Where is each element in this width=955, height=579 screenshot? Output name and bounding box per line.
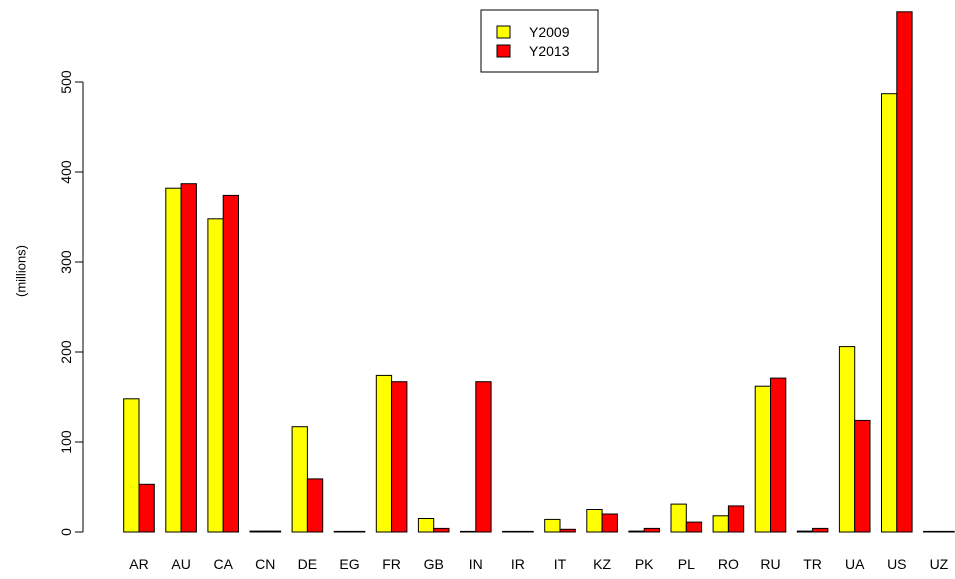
x-tick-label: KZ [593,556,611,572]
bar-y2013-cn [264,530,282,533]
bar-y2013-de [306,478,324,533]
bars [123,11,955,533]
x-tick-label: IR [511,556,525,572]
legend-swatch-y2009 [496,25,511,39]
y-axis-title: (millions) [14,245,29,297]
bar-y2013-ir [517,530,534,533]
bar-y2013-us [896,11,913,533]
x-tick-label: PL [678,556,695,572]
legend-label-y2013: Y2013 [529,43,570,59]
x-tick-label: GB [424,556,444,572]
bar-y2013-in [475,381,492,533]
y-axis: 0 100 200 300 400 500 [58,70,84,536]
bar-y2009-gb [417,518,435,533]
bar-y2013-au [180,183,197,533]
bar-y2009-kz [586,509,603,533]
bar-y2013-ru [770,377,787,533]
bar-y2013-pl [685,521,703,533]
bar-y2009-cn [249,530,266,533]
bar-y2013-eg [349,530,366,533]
bar-y2009-ua [838,346,856,533]
x-tick-label: AR [129,556,148,572]
bar-y2009-ru [754,385,772,533]
x-tick-label: US [887,556,906,572]
y-tick-label: 500 [58,70,74,94]
bar-y2013-it [559,528,576,533]
bar-y2013-ar [138,483,155,533]
bar-y2013-pk [643,527,661,533]
bar-y2009-uz [923,530,940,533]
legend-box [480,9,599,73]
bar-y2009-pk [628,530,645,533]
x-tick-label: UZ [930,556,949,572]
x-tick-label: EG [339,556,359,572]
x-tick-label: CA [213,556,233,572]
x-tick-label: TR [803,556,822,572]
x-tick-label: IN [469,556,483,572]
bar-y2013-tr [812,527,829,533]
y-tick-label: 200 [58,340,74,364]
bar-y2009-pl [670,503,687,533]
bar-y2013-gb [433,527,450,533]
x-tick-label: PK [635,556,654,572]
bar-y2009-it [544,518,561,533]
x-tick-label: RU [760,556,780,572]
x-tick-label: CN [255,556,275,572]
bar-y2009-tr [796,530,814,533]
bar-y2009-ca [207,218,224,533]
bar-y2009-fr [375,374,393,533]
bar-y2009-au [165,187,182,533]
x-tick-label: DE [298,556,317,572]
legend-swatch-y2013 [496,44,511,58]
legend-label-y2009: Y2009 [529,24,570,40]
bar-y2013-uz [938,530,955,533]
x-tick-label: RO [718,556,739,572]
legend: Y2009 Y2013 [480,9,599,73]
x-tick-label: IT [554,556,567,572]
bar-y2009-us [881,93,898,533]
y-tick-label: 100 [58,430,74,454]
bar-y2009-ar [123,398,140,533]
y-tick-label: 400 [58,160,74,184]
x-tick-label: AU [171,556,190,572]
bar-y2009-eg [333,530,351,533]
bar-y2013-ro [727,505,745,533]
bar-y2009-ro [712,515,729,533]
bar-y2013-fr [391,381,408,533]
x-tick-label: UA [845,556,865,572]
x-tick-labels: AR AU CA CN DE EG FR GB IN IR IT KZ PK PL RO RU TR UA US UZ [129,556,948,572]
bar-y2009-de [291,426,308,533]
bar-y2009-in [460,530,477,533]
y-tick-label: 300 [58,250,74,274]
bar-y2009-ir [502,530,519,533]
bar-y2013-kz [601,513,618,533]
bar-y2013-ca [222,194,239,533]
y-tick-label: 0 [58,528,74,536]
x-tick-label: FR [382,556,401,572]
bar-y2013-ua [854,419,871,533]
